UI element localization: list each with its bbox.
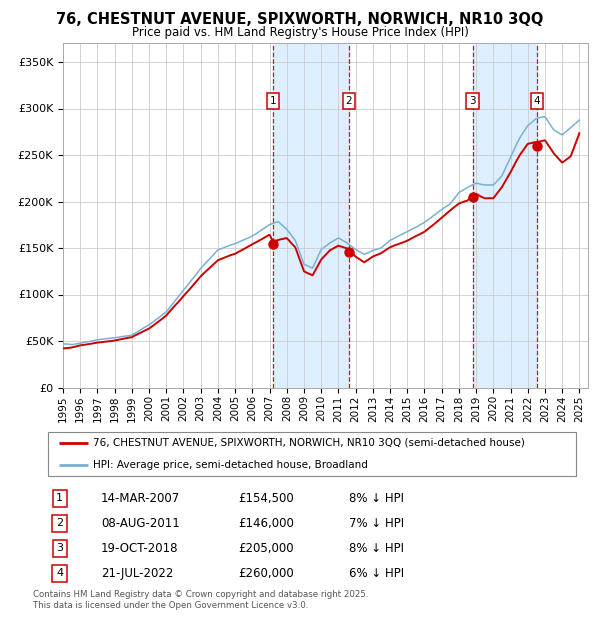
Text: 2: 2: [346, 96, 352, 106]
Text: 3: 3: [469, 96, 476, 106]
Text: 6% ↓ HPI: 6% ↓ HPI: [349, 567, 404, 580]
Text: 4: 4: [56, 569, 63, 578]
Text: 14-MAR-2007: 14-MAR-2007: [101, 492, 180, 505]
Text: HPI: Average price, semi-detached house, Broadland: HPI: Average price, semi-detached house,…: [93, 460, 368, 470]
FancyBboxPatch shape: [48, 432, 576, 476]
Text: Contains HM Land Registry data © Crown copyright and database right 2025.
This d: Contains HM Land Registry data © Crown c…: [33, 590, 368, 609]
Text: 3: 3: [56, 543, 63, 554]
Text: 8% ↓ HPI: 8% ↓ HPI: [349, 492, 404, 505]
Bar: [473, 43, 537, 388]
Text: £154,500: £154,500: [238, 492, 294, 505]
Bar: [273, 43, 349, 388]
Text: 4: 4: [534, 96, 541, 106]
Text: 19-OCT-2018: 19-OCT-2018: [101, 542, 178, 555]
Text: £260,000: £260,000: [238, 567, 294, 580]
Text: 08-AUG-2011: 08-AUG-2011: [101, 517, 179, 530]
Text: 76, CHESTNUT AVENUE, SPIXWORTH, NORWICH, NR10 3QQ (semi-detached house): 76, CHESTNUT AVENUE, SPIXWORTH, NORWICH,…: [93, 438, 525, 448]
Text: £205,000: £205,000: [238, 542, 294, 555]
Text: £146,000: £146,000: [238, 517, 294, 530]
Text: Price paid vs. HM Land Registry's House Price Index (HPI): Price paid vs. HM Land Registry's House …: [131, 26, 469, 39]
Text: 8% ↓ HPI: 8% ↓ HPI: [349, 542, 404, 555]
Text: 2: 2: [56, 518, 63, 528]
Text: 76, CHESTNUT AVENUE, SPIXWORTH, NORWICH, NR10 3QQ: 76, CHESTNUT AVENUE, SPIXWORTH, NORWICH,…: [56, 12, 544, 27]
Text: 7% ↓ HPI: 7% ↓ HPI: [349, 517, 404, 530]
Text: 1: 1: [56, 494, 63, 503]
Text: 1: 1: [269, 96, 277, 106]
Text: 21-JUL-2022: 21-JUL-2022: [101, 567, 173, 580]
